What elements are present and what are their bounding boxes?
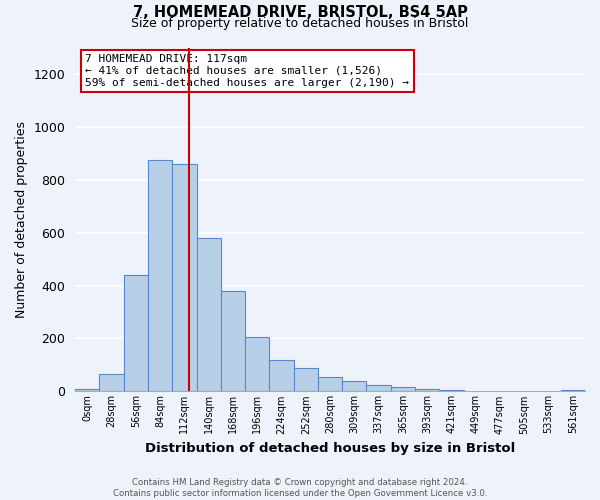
Bar [197, 238, 221, 392]
Bar [148, 160, 172, 392]
Bar [512, 391, 536, 392]
Text: Size of property relative to detached houses in Bristol: Size of property relative to detached ho… [131, 18, 469, 30]
Bar [561, 390, 585, 392]
Bar [293, 368, 318, 392]
Text: 7, HOMEMEAD DRIVE, BRISTOL, BS4 5AP: 7, HOMEMEAD DRIVE, BRISTOL, BS4 5AP [133, 5, 467, 20]
Bar [269, 360, 293, 392]
Bar [415, 388, 439, 392]
X-axis label: Distribution of detached houses by size in Bristol: Distribution of detached houses by size … [145, 442, 515, 455]
Bar [342, 381, 367, 392]
Bar [75, 388, 100, 392]
Y-axis label: Number of detached properties: Number of detached properties [15, 121, 28, 318]
Bar [488, 391, 512, 392]
Text: 7 HOMEMEAD DRIVE: 117sqm
← 41% of detached houses are smaller (1,526)
59% of sem: 7 HOMEMEAD DRIVE: 117sqm ← 41% of detach… [85, 54, 409, 88]
Bar [367, 385, 391, 392]
Bar [245, 337, 269, 392]
Bar [464, 390, 488, 392]
Bar [536, 391, 561, 392]
Text: Contains HM Land Registry data © Crown copyright and database right 2024.
Contai: Contains HM Land Registry data © Crown c… [113, 478, 487, 498]
Bar [391, 386, 415, 392]
Bar [100, 374, 124, 392]
Bar [124, 275, 148, 392]
Bar [318, 377, 342, 392]
Bar [221, 291, 245, 392]
Bar [439, 390, 464, 392]
Bar [172, 164, 197, 392]
